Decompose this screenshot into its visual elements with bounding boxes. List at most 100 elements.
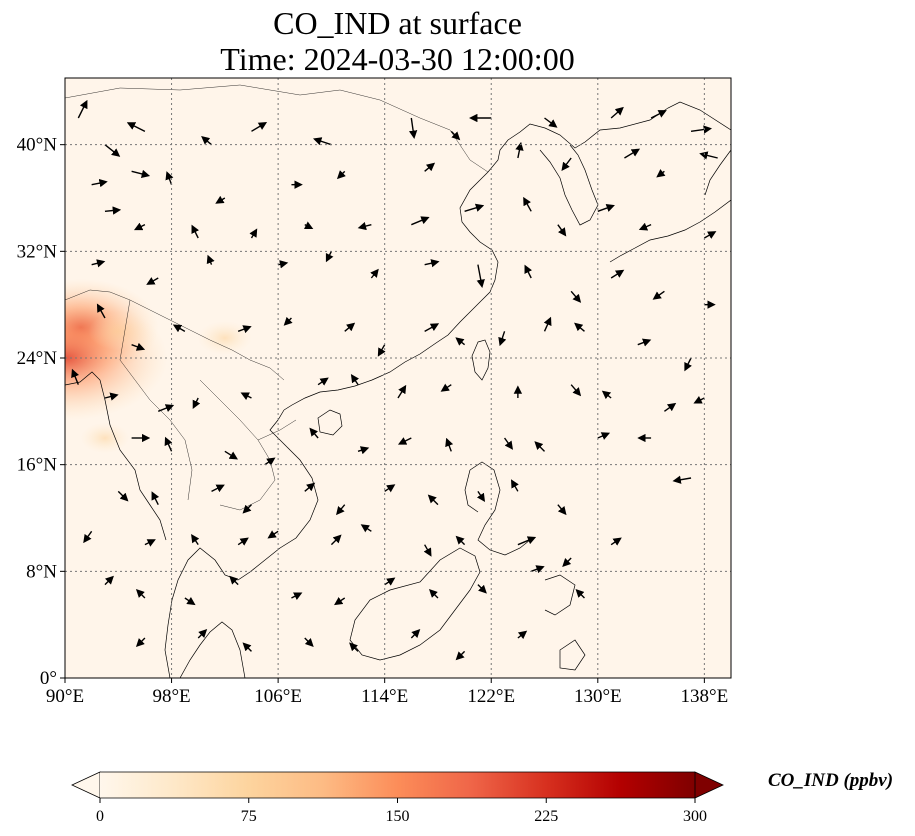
wind-arrow [317,377,329,386]
wind-arrow [652,290,665,300]
wind-arrow [172,324,186,333]
map-frame [64,77,732,679]
colorbar-tick-label: 0 [96,808,104,825]
wind-arrow [574,322,585,332]
colorbar-gradient [100,772,695,798]
colorbar: 0 75 150 225 300 [71,771,724,825]
longitude-ticks: 90°E 98°E 106°E 114°E 122°E 130°E 138°E [46,678,728,707]
wind-arrow [440,383,452,392]
wind-arrow [690,125,712,134]
wind-arrow [450,130,461,141]
wind-arrow [408,117,418,139]
wind-arrow [350,373,360,386]
wind-arrow [610,269,625,279]
wind-arrow [83,530,93,544]
wind-arrow [206,254,215,265]
y-tick-label: 24°N [17,348,58,369]
co-hotspot [197,321,253,355]
wind-arrow [325,251,334,263]
wind-arrow [133,222,146,231]
wind-arrow [510,479,519,492]
wind-arrow [304,637,314,647]
colorbar-tick-label: 300 [683,808,707,825]
wind-arrow [524,264,533,279]
wind-arrow [201,135,212,146]
wind-arrow [523,196,532,212]
wind-arrow [534,441,546,452]
wind-arrow [264,457,276,466]
wind-arrow [357,221,372,231]
wind-arrow [242,504,252,514]
wind-arrow [610,106,624,119]
wind-arrow [424,323,440,332]
wind-arrow [570,290,582,303]
wind-arrow [303,221,314,229]
wind-arrow [131,342,146,351]
wind-arrow [71,368,79,385]
wind-arrow [377,344,386,357]
colorbar-max-extension [694,771,724,799]
wind-arrow [291,592,303,601]
wind-arrow [267,530,279,539]
wind-arrow [211,484,225,493]
wind-arrow [344,322,356,332]
map-subtitle-time: Time: 2024-03-30 12:00:00 [220,41,575,77]
wind-arrow [357,446,370,455]
wind-arrow [455,650,466,661]
wind-arrow [423,544,432,557]
co-hotspot [80,422,130,454]
wind-arrow [283,316,293,326]
wind-arrow [428,589,439,599]
wind-arrow [191,224,200,239]
wind-arrow [330,534,342,546]
wind-arrow [411,216,430,226]
wind-arrow [656,169,666,178]
wind-arrow [370,268,379,279]
wind-arrow [530,565,545,574]
wind-arrow [503,437,514,450]
wind-arrow [184,596,196,606]
wind-arrow [638,222,652,231]
wind-arrow [104,206,122,215]
wind-arrow [557,224,567,237]
wind-arrow [693,395,705,404]
y-tick-label: 40°N [17,135,58,156]
wind-arrow [624,148,641,159]
wind-arrow [334,596,346,606]
wind-arrow [237,325,252,334]
wind-arrow [240,392,252,401]
latitude-ticks: 0° 8°N 16°N 24°N 32°N 40°N [17,135,65,689]
wind-arrow [427,494,439,506]
wind-arrow [410,629,421,639]
wind-arrow [91,178,108,188]
wind-arrow [397,384,407,399]
wind-arrow [229,575,239,586]
wind-arrow [144,539,156,547]
wind-arrow [313,137,332,146]
wind-arrow [663,402,677,412]
wind-arrow [96,303,106,319]
wind-arrow [650,110,667,119]
colorbar-min-extension [71,771,101,799]
wind-arrow [135,589,146,599]
wind-arrow [575,589,585,599]
wind-arrow [570,384,582,397]
wind-arrow [517,630,528,640]
wind-arrow [699,151,718,160]
wind-arrow [455,337,466,346]
wind-arrow [637,338,652,347]
wind-arrow [672,475,692,484]
wind-arrow [197,629,208,639]
wind-arrow [562,557,572,567]
wind-arrow [455,535,466,546]
y-tick-label: 8°N [26,561,57,582]
map-background [65,78,731,678]
wind-arrow [251,121,268,132]
wind-arrow [515,141,524,159]
wind-arrow [309,427,319,439]
wind-arrow [104,392,119,401]
wind-arrow [304,482,316,492]
wind-arrow [601,390,612,400]
wind-arrow [131,169,151,178]
